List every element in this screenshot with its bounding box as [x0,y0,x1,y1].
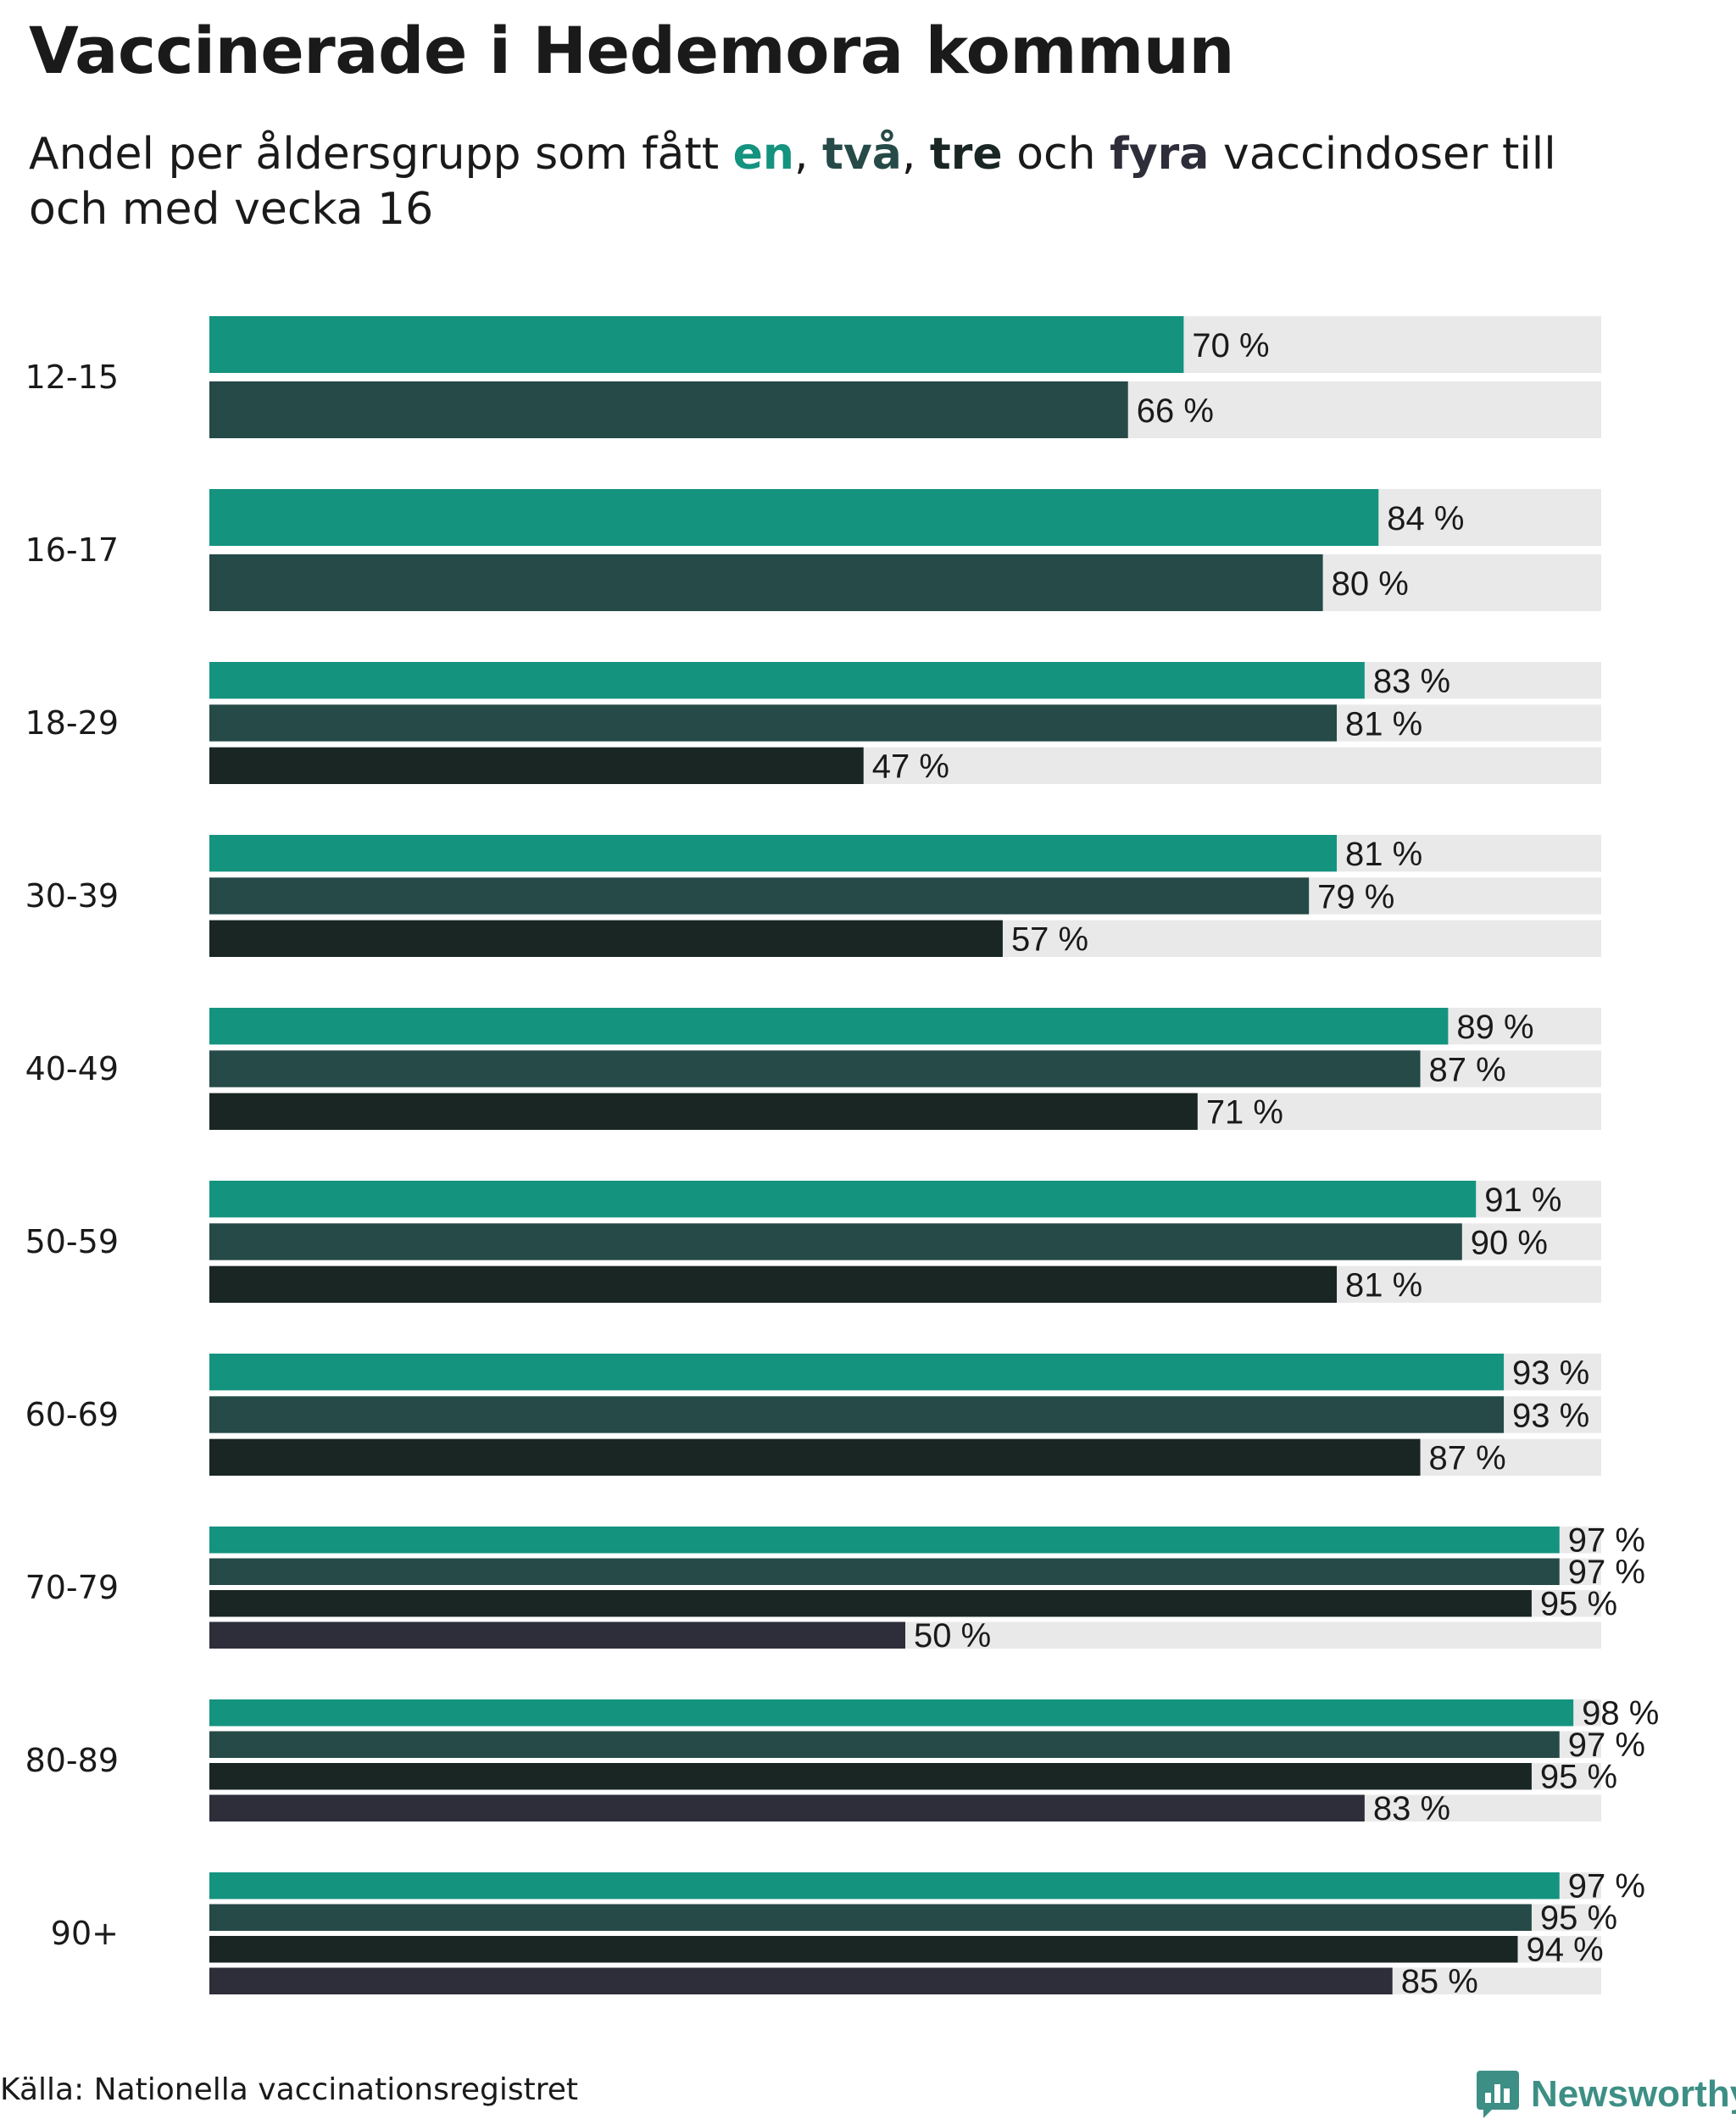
chart-title: Vaccinerade i Hedemora kommun [29,13,1234,88]
category-label: 16-17 [25,531,119,569]
bar-dose-three [209,1763,1532,1790]
value-label: 97 % [1568,1727,1645,1764]
bar-dose-one [209,1527,1560,1554]
bar-dose-two [209,381,1128,438]
bar-dose-four [209,1967,1393,1994]
subtitle-dose-four: fyra [1110,129,1210,180]
bar-dose-three [209,920,1003,957]
value-label: 57 % [1011,921,1088,959]
bar-dose-one [209,1008,1449,1045]
bar-dose-two [209,1050,1421,1087]
value-label: 95 % [1540,1585,1617,1622]
value-label: 80 % [1332,565,1409,603]
brand-name: Newsworthy [1531,2073,1736,2115]
bar-dose-two [209,704,1338,742]
value-label: 91 % [1484,1182,1561,1219]
category-label: 50-59 [25,1223,119,1260]
value-label: 83 % [1373,663,1450,700]
subtitle-dose-three: tre [929,129,1003,180]
subtitle-text: och [1002,129,1110,180]
bar-dose-two [209,1558,1560,1585]
bar-dose-one [209,1181,1477,1218]
value-label: 83 % [1373,1790,1450,1827]
value-label: 87 % [1429,1440,1506,1477]
bar-dose-three [209,747,864,784]
bar-dose-one [209,489,1379,546]
bar-dose-two [209,1396,1505,1433]
value-label: 81 % [1345,705,1422,742]
value-label: 81 % [1345,836,1422,873]
value-label: 95 % [1540,1758,1617,1795]
bar-dose-four [209,1794,1365,1821]
value-label: 98 % [1582,1694,1659,1732]
bar-dose-two [209,1731,1560,1758]
bar-dose-three [209,1936,1518,1963]
value-label: 70 % [1192,327,1269,364]
bar-dose-two [209,1223,1462,1260]
category-label: 60-69 [25,1396,119,1433]
bar-dose-three [209,1093,1198,1130]
value-label: 66 % [1137,392,1214,430]
bar-dose-one [209,1354,1505,1391]
subtitle-dose-one: en [732,129,794,180]
value-label: 84 % [1387,500,1464,537]
subtitle-dose-two: två [822,129,902,180]
subtitle-separator: , [901,129,930,180]
bar-dose-one [209,835,1338,872]
bar-dose-four [209,1621,905,1649]
category-label: 70-79 [25,1569,119,1606]
bar-dose-one [209,662,1365,699]
value-label: 94 % [1526,1931,1603,1968]
brand-logo: Newsworthy [1477,2071,1736,2118]
bar-dose-two [209,1904,1532,1931]
chart-subtitle: Andel per åldersgrupp som fått en, två, … [29,127,1639,237]
value-label: 85 % [1401,1963,1478,2000]
bar-dose-one [209,1699,1574,1727]
bar-dose-one [209,316,1184,373]
newsworthy-logo-icon [1477,2071,1519,2118]
value-label: 93 % [1512,1397,1589,1434]
value-label: 47 % [872,748,949,786]
source-note: Källa: Nationella vaccinationsregistret [0,2072,578,2107]
value-label: 79 % [1317,878,1394,915]
bar-dose-two [209,877,1310,915]
value-label: 97 % [1568,1521,1645,1559]
value-label: 93 % [1512,1354,1589,1392]
bar-dose-three [209,1438,1421,1476]
subtitle-separator: , [793,129,823,180]
value-label: 50 % [914,1617,991,1655]
bar-dose-three [209,1265,1338,1303]
category-label: 40-49 [25,1050,119,1087]
value-label: 87 % [1429,1051,1506,1088]
value-label: 81 % [1345,1267,1422,1304]
category-label: 90+ [51,1915,119,1952]
category-label: 18-29 [25,704,119,742]
value-label: 89 % [1456,1009,1533,1046]
value-label: 71 % [1206,1094,1283,1132]
value-label: 97 % [1568,1554,1645,1591]
bar-dose-two [209,554,1323,611]
category-label: 80-89 [25,1742,119,1779]
bar-dose-one [209,1872,1560,1899]
category-label: 30-39 [25,877,119,915]
category-label: 12-15 [25,359,119,396]
value-label: 90 % [1471,1224,1548,1261]
subtitle-text: Andel per åldersgrupp som fått [29,129,733,180]
value-label: 97 % [1568,1867,1645,1905]
bar-dose-three [209,1590,1532,1617]
subtitle-text: vaccindoser till och med vecka 16 [29,129,1556,235]
value-label: 95 % [1540,1899,1617,1937]
